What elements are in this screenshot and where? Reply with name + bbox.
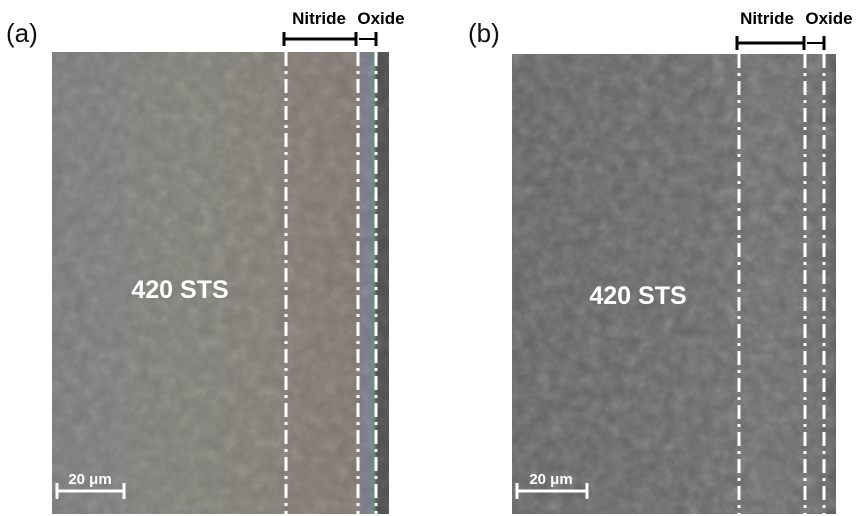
panel-b: (b) Nitride Oxide 420 STS 20 μm [468,9,853,514]
scale-label: 20 μm [68,471,111,488]
nitride-label: Nitride [292,9,346,28]
oxide-label: Oxide [357,9,404,28]
material-label: 420 STS [131,276,228,304]
panel-a: (a) Nitride Oxide 420 STS 20 μm [6,9,405,514]
panel-label: (b) [468,18,500,48]
panel-label: (a) [6,18,38,48]
scale-label: 20 μm [529,471,572,488]
bracket [284,32,376,46]
nitride-label: Nitride [740,9,794,28]
oxide-label: Oxide [805,9,852,28]
figure: (a) Nitride Oxide 420 STS 20 μm (b) Nitr… [0,0,859,516]
bracket [737,36,824,50]
material-label: 420 STS [589,282,686,310]
